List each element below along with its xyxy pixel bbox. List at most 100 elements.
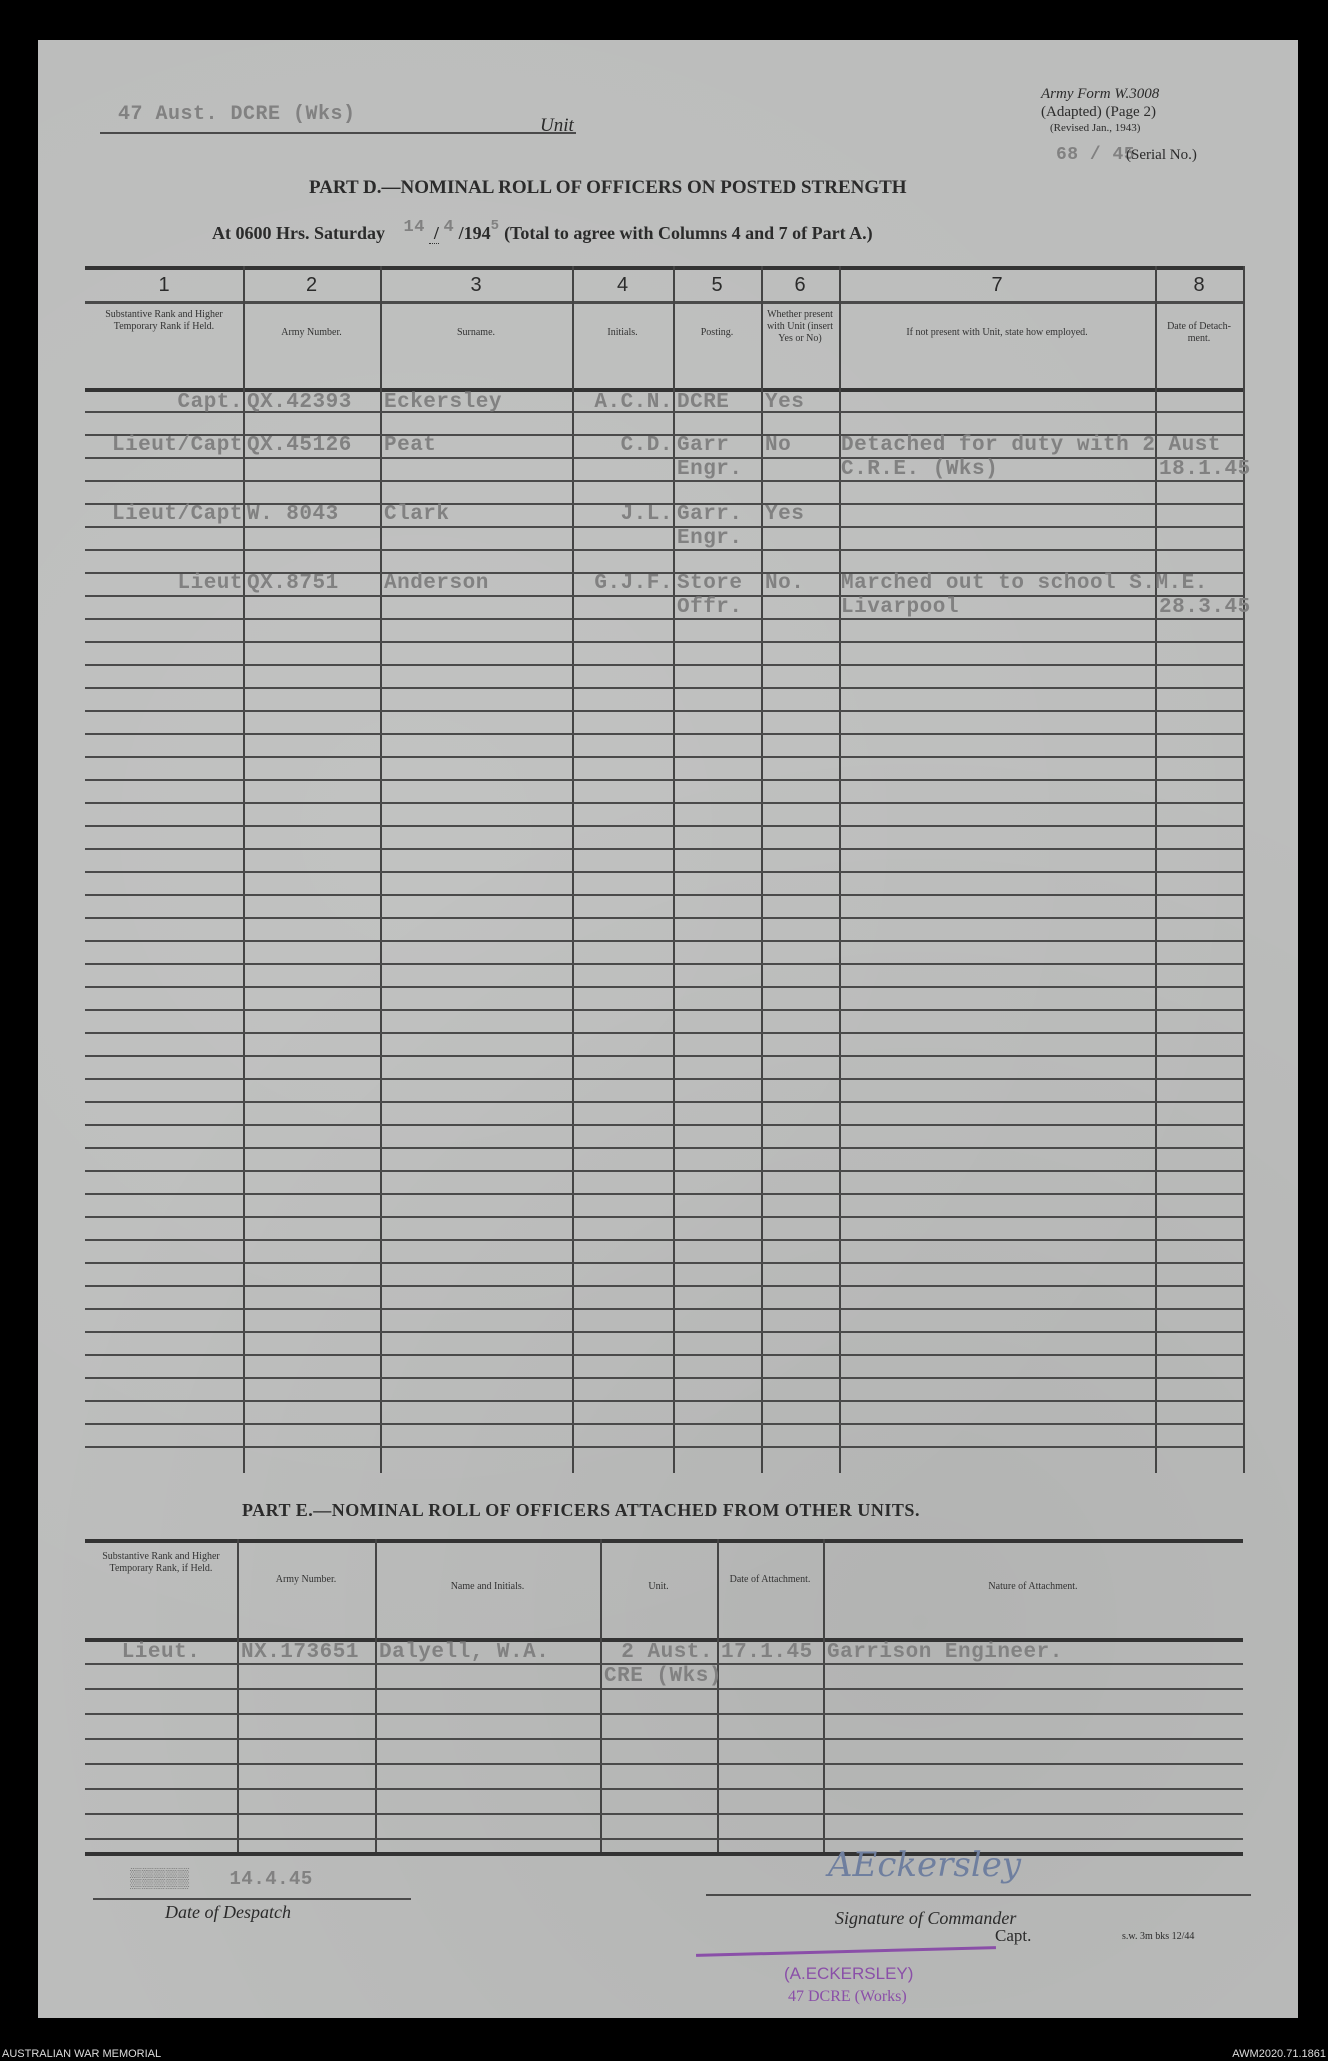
rank-label: Capt. — [995, 1926, 1032, 1945]
row-rule — [85, 1400, 1243, 1402]
row-rule — [85, 871, 1243, 873]
row-rule — [85, 802, 1243, 804]
row-rule — [85, 894, 1243, 896]
column-divider — [380, 266, 382, 1473]
row-rule — [85, 1170, 1243, 1172]
row-rule — [85, 526, 1243, 528]
form-line1: Army Form W.3008 — [1041, 86, 1160, 102]
despatch-label: Date of Despatch — [165, 1902, 291, 1922]
row-rule — [85, 1032, 1243, 1034]
column-number-1: 1 — [158, 274, 170, 296]
row-rule — [85, 1331, 1243, 1333]
column-header: Name and Initials. — [450, 1581, 525, 1592]
row-rule — [85, 1788, 1243, 1790]
cell-surname: Anderson — [384, 572, 489, 595]
row-rule — [85, 1763, 1243, 1765]
stamp-unit: 47 DCRE (Works) — [788, 1988, 907, 2005]
column-divider — [761, 266, 763, 1473]
form-adapted: (Adapted) (Page 2) — [1041, 104, 1156, 120]
cell-initials: G.J.F. — [594, 572, 673, 595]
cell-rank: Capt. — [177, 391, 243, 414]
cell-rank: Lieut — [177, 572, 243, 595]
column-header: Unit. — [648, 1581, 669, 1592]
row-rule — [85, 1193, 1243, 1195]
cell-present: Yes — [765, 503, 805, 526]
table-top-rule — [85, 266, 1243, 270]
row-rule — [85, 779, 1243, 781]
cell-surname: Eckersley — [384, 391, 502, 414]
row-rule — [85, 733, 1243, 735]
unit-underline — [100, 132, 576, 134]
cell-surname: Peat — [384, 434, 437, 457]
print-code: s.w. 3m bks 12/44 — [1122, 1931, 1195, 1942]
at-suffix: (Total to agree with Columns 4 and 7 of … — [504, 223, 873, 243]
part-d-title: PART D.—NOMINAL ROLL OF OFFICERS ON POST… — [309, 177, 907, 198]
column-number-3: 3 — [470, 274, 482, 296]
column-header-7: If not present with Unit, state how empl… — [906, 327, 1088, 338]
column-header-2: Army Number. — [281, 327, 342, 338]
row-rule — [85, 917, 1243, 919]
column-divider — [375, 1539, 377, 1852]
column-number-7: 7 — [991, 274, 1003, 296]
column-divider — [600, 1539, 602, 1852]
cell-posting: Offr. — [677, 596, 743, 619]
column-header-8: Date of Detach-ment. — [1167, 321, 1231, 344]
row-rule — [85, 434, 1243, 436]
row-rule — [85, 641, 1243, 643]
column-header-5: Posting. — [700, 327, 734, 338]
row-rule — [85, 595, 1243, 597]
unit-value: 47 Aust. DCRE (Wks) — [118, 103, 356, 126]
column-header-4: Initials. — [607, 327, 638, 338]
row-rule — [85, 1738, 1243, 1740]
cell-present: No. — [765, 572, 805, 595]
cell-rank: Lieut/Capt — [111, 503, 243, 526]
form-revised: (Revised Jan., 1943) — [1050, 122, 1141, 134]
column-number-5: 5 — [711, 274, 723, 296]
cell-employed: C.R.E. (Wks) — [841, 458, 999, 481]
year-prefix: /194 — [458, 223, 491, 243]
row-rule — [85, 1239, 1243, 1241]
row-rule — [85, 1216, 1243, 1218]
row-rule — [85, 687, 1243, 689]
cell-employed: Marched out to school S.M.E. — [841, 572, 1208, 595]
row-rule — [85, 1055, 1243, 1057]
row-rule — [85, 457, 1243, 459]
row-rule — [85, 1713, 1243, 1715]
cell-army-number: QX.45126 — [247, 434, 352, 457]
part-e-title: PART E.—NOMINAL ROLL OF OFFICERS ATTACHE… — [242, 1500, 920, 1520]
column-number-2: 2 — [305, 274, 318, 296]
row-rule — [85, 1285, 1243, 1287]
cell-rank: Lieut. — [121, 1641, 201, 1664]
row-rule — [85, 1147, 1243, 1149]
stamp-line — [696, 1946, 996, 1957]
cell-initials: C.D. — [620, 434, 673, 457]
column-divider — [717, 1539, 719, 1852]
table-top-rule — [85, 1539, 1243, 1543]
cell-name: Dalyell, W.A. — [379, 1641, 550, 1664]
column-divider — [823, 1539, 825, 1852]
row-rule — [85, 572, 1243, 574]
caption-left: AUSTRALIAN WAR MEMORIAL — [2, 2048, 162, 2060]
row-rule — [85, 480, 1243, 482]
column-number-6: 6 — [794, 274, 806, 296]
month-value: 4 — [443, 218, 455, 237]
signature-line — [706, 1894, 1251, 1896]
row-rule — [85, 1124, 1243, 1126]
caption-right: AWM2020.71.1861 — [1232, 2048, 1326, 2060]
row-rule — [85, 1813, 1243, 1815]
column-divider — [673, 266, 675, 1473]
cell-army-number: W. 8043 — [247, 503, 339, 526]
row-rule — [85, 1377, 1243, 1379]
serial-value: 68 / 45 — [1056, 145, 1136, 165]
cell-posting: Garr — [677, 434, 730, 457]
stamp-name: (A.ECKERSLEY) — [784, 1964, 914, 1983]
cell-army-number: QX.42393 — [247, 391, 352, 414]
column-number-4: 4 — [616, 274, 629, 296]
row-rule — [85, 1009, 1243, 1011]
cell-posting: Engr. — [677, 527, 743, 550]
cell-surname: Clark — [384, 503, 450, 526]
cell-attach-date: 17.1.45 — [721, 1641, 813, 1664]
cell-posting: Engr. — [677, 458, 743, 481]
row-rule — [85, 1838, 1243, 1840]
row-rule — [85, 1308, 1243, 1310]
